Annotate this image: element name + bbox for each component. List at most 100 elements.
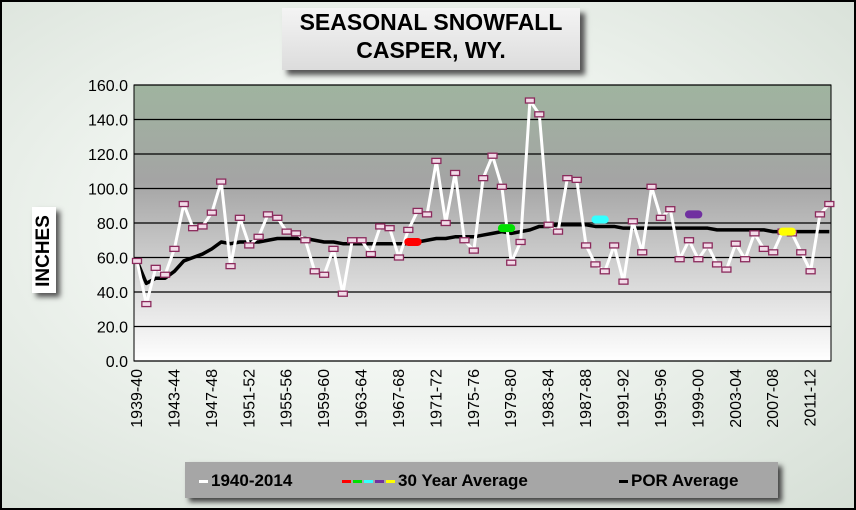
legend-swatch-yellow xyxy=(386,480,395,484)
x-axis-ticks: 1939-40 1943-44 1947-48 1951-52 1955-56 1959-… xyxy=(129,369,820,428)
legend-swatch-black xyxy=(619,480,628,484)
data-point-annual xyxy=(393,254,405,261)
thirty-year-average-marker xyxy=(497,224,516,233)
chart-title-box: SEASONAL SNOWFALL CASPER, WY. xyxy=(282,8,580,70)
legend-swatch-green xyxy=(353,480,362,484)
data-point-annual xyxy=(431,157,442,165)
y-tick-label: 60.0 xyxy=(97,251,128,268)
x-tick-label: 1971-72 xyxy=(428,369,445,428)
data-point-annual xyxy=(524,97,536,104)
data-point-annual xyxy=(318,271,330,278)
data-point-annual xyxy=(459,237,470,244)
data-point-annual xyxy=(131,257,143,265)
x-tick-label: 1987-88 xyxy=(578,369,595,428)
data-point-annual xyxy=(693,256,704,263)
data-point-annual xyxy=(244,242,255,249)
x-tick-label: 1959-60 xyxy=(316,369,333,428)
y-axis-label-box: INCHES xyxy=(32,207,56,293)
data-point-annual xyxy=(739,256,751,263)
data-point-annual xyxy=(608,242,620,249)
y-tick-label: 40.0 xyxy=(97,285,128,302)
data-point-annual xyxy=(197,223,208,230)
data-point-annual xyxy=(515,238,526,246)
data-point-annual xyxy=(356,237,367,244)
data-point-annual xyxy=(375,223,386,230)
data-point-annual xyxy=(711,261,723,268)
data-point-annual xyxy=(234,214,246,221)
data-point-annual xyxy=(543,221,554,228)
y-tick-label: 0.0 xyxy=(106,354,128,371)
data-point-annual xyxy=(646,183,657,190)
data-point-annual xyxy=(674,256,685,263)
x-tick-label: 2007-08 xyxy=(765,369,782,428)
data-point-annual xyxy=(347,237,358,244)
x-tick-label: 1991-92 xyxy=(615,369,632,428)
data-point-annual xyxy=(403,226,414,234)
data-point-annual xyxy=(618,278,629,285)
data-point-annual xyxy=(599,268,610,275)
data-point-annual xyxy=(496,183,508,190)
chart-subtitle: CASPER, WY. xyxy=(356,37,506,63)
x-tick-label: 1947-48 xyxy=(204,369,221,428)
data-point-annual xyxy=(187,225,199,232)
data-point-annual xyxy=(805,268,816,275)
data-point-annual xyxy=(262,211,274,218)
thirty-year-average-marker xyxy=(404,237,422,246)
data-point-annual xyxy=(272,214,283,221)
y-tick-label: 160.0 xyxy=(88,78,128,95)
legend-swatch-cyan xyxy=(364,480,373,484)
data-point-annual xyxy=(721,266,732,273)
legend-item-30yr: 30 Year Average xyxy=(342,471,528,491)
data-point-annual xyxy=(169,245,180,253)
data-point-annual xyxy=(552,228,564,235)
y-axis-label: INCHES xyxy=(33,215,54,287)
data-point-annual xyxy=(571,176,582,184)
data-point-annual xyxy=(814,211,826,218)
thirty-year-average-marker xyxy=(684,210,703,219)
data-point-annual xyxy=(468,247,479,254)
data-point-annual xyxy=(768,249,779,256)
legend: 1940-2014 30 Year Average POR Average xyxy=(185,462,778,498)
x-tick-label: 1951-52 xyxy=(241,369,258,428)
x-tick-label: 1943-44 xyxy=(166,369,183,428)
thirty-year-average-marker xyxy=(591,215,609,224)
data-point-annual xyxy=(337,290,348,297)
data-point-annual xyxy=(534,111,545,118)
data-point-annual xyxy=(365,250,377,258)
legend-item-annual: 1940-2014 xyxy=(199,471,292,491)
data-point-annual xyxy=(478,174,489,182)
data-point-annual xyxy=(580,242,592,249)
legend-swatch-white xyxy=(199,480,208,484)
data-point-annual xyxy=(281,228,292,235)
data-point-annual xyxy=(141,300,152,308)
data-point-annual xyxy=(796,249,807,256)
data-point-annual xyxy=(730,240,741,247)
data-point-annual xyxy=(824,200,835,208)
x-tick-label: 1963-64 xyxy=(354,369,371,428)
data-point-annual xyxy=(178,200,189,208)
chart-title: SEASONAL SNOWFALL xyxy=(299,9,563,35)
y-tick-label: 120.0 xyxy=(88,147,128,164)
data-point-annual xyxy=(206,209,217,216)
data-point-annual xyxy=(562,174,573,182)
data-point-annual xyxy=(683,237,695,244)
x-tick-label: 1999-00 xyxy=(690,369,707,428)
y-tick-label: 140.0 xyxy=(88,113,128,130)
data-point-annual xyxy=(665,206,676,213)
x-tick-label: 2003-04 xyxy=(728,369,745,428)
legend-label-annual: 1940-2014 xyxy=(211,471,293,490)
data-point-annual xyxy=(216,178,227,185)
x-tick-label: 1939-40 xyxy=(129,369,146,428)
data-point-annual xyxy=(300,237,311,244)
data-point-annual xyxy=(506,259,517,266)
legend-swatch-red xyxy=(342,480,351,484)
data-point-annual xyxy=(384,225,395,232)
y-tick-label: 100.0 xyxy=(88,182,128,199)
y-axis-ticks: 0.0 20.0 40.0 60.0 80.0 100.0 120.0 140.0 160.0 xyxy=(88,78,128,371)
data-point-annual xyxy=(328,245,339,253)
legend-label-por: POR Average xyxy=(631,471,739,490)
data-point-annual xyxy=(159,271,171,278)
data-point-annual xyxy=(749,230,760,237)
